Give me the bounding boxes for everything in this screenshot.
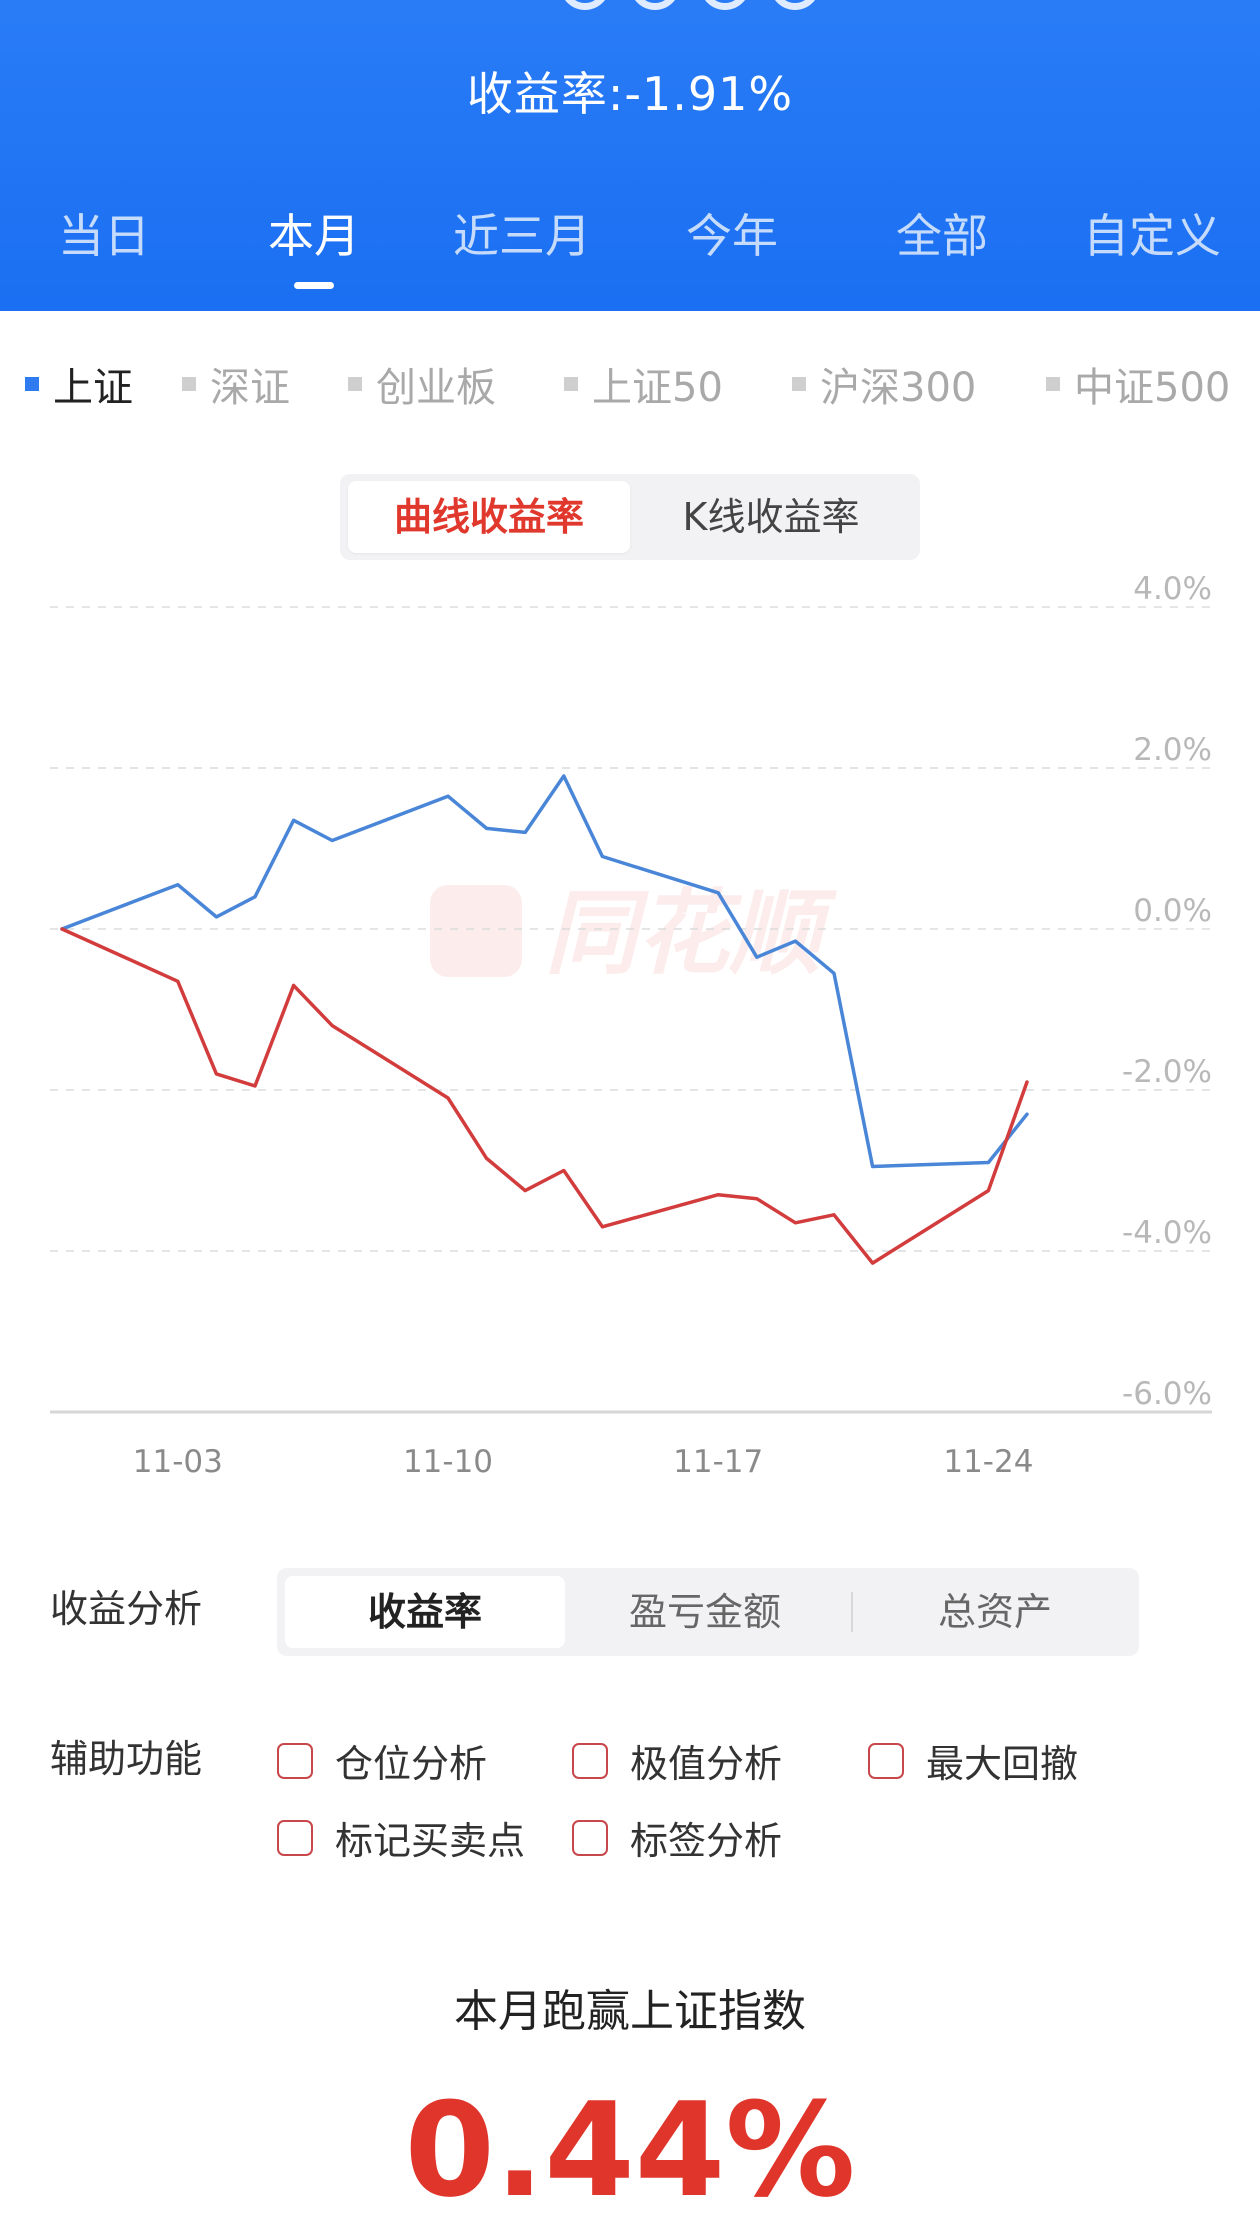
masked-amount-dots	[560, 0, 910, 10]
legend-item-label: 创业板	[376, 365, 496, 411]
analysis-option-pnl[interactable]: 盈亏金额	[628, 1590, 781, 1634]
legend-item-shenzhen[interactable]: 深证	[182, 355, 290, 413]
legend-item-label: 沪深300	[820, 365, 977, 411]
analysis-divider	[851, 1592, 853, 1632]
legend-item-shanghai[interactable]: 上证	[25, 355, 133, 413]
checkbox-extreme-analysis[interactable]: 极值分析	[572, 1733, 782, 1788]
legend-square-icon	[792, 377, 806, 391]
chart-type-toggle: 曲线收益率 K线收益率	[340, 474, 920, 560]
aux-label: 辅助功能	[50, 1737, 203, 1781]
kline-yield-option[interactable]: K线收益率	[682, 495, 860, 539]
legend-square-icon	[564, 377, 578, 391]
y-tick-label: -6.0%	[1122, 1376, 1212, 1412]
chart-series	[60, 774, 1029, 1265]
active-tab-indicator	[294, 282, 334, 289]
x-tick-label: 11-17	[673, 1444, 763, 1480]
checkbox-icon	[572, 1742, 608, 1779]
legend-item-label: 上证50	[592, 365, 723, 411]
analysis-option-yield[interactable]: 收益率	[285, 1576, 565, 1648]
chart-grid	[50, 606, 1212, 1414]
checkbox-position-analysis[interactable]: 仓位分析	[277, 1733, 487, 1788]
tab-all[interactable]: 全部	[896, 209, 988, 263]
legend-square-icon	[25, 377, 39, 391]
x-tick-label: 11-03	[133, 1444, 223, 1480]
legend-item-label: 上证	[53, 365, 133, 411]
period-tabs: 当日 本月 近三月 今年 全部 自定义	[0, 200, 1260, 310]
analysis-toggle: 收益率 盈亏金额 总资产	[277, 1568, 1139, 1656]
watermark-logo-icon	[430, 885, 522, 977]
checkbox-icon	[277, 1742, 313, 1779]
legend-item-chinext[interactable]: 创业板	[348, 355, 496, 413]
analysis-label: 收益分析	[50, 1587, 203, 1631]
x-axis-ticks: 11-03 11-10 11-17 11-24	[133, 1444, 1034, 1480]
series-line-red	[60, 927, 1029, 1265]
tab-three-months[interactable]: 近三月	[453, 209, 591, 263]
y-tick-label: 0.0%	[1133, 893, 1212, 929]
checkbox-max-drawdown[interactable]: 最大回撤	[868, 1733, 1078, 1788]
checkbox-label: 标记买卖点	[335, 1819, 526, 1863]
legend-square-icon	[1046, 377, 1060, 391]
checkbox-label: 仓位分析	[335, 1742, 488, 1786]
checkbox-label: 极值分析	[630, 1742, 783, 1786]
x-tick-label: 11-10	[403, 1444, 493, 1480]
tab-today[interactable]: 当日	[58, 209, 150, 263]
y-tick-label: -2.0%	[1122, 1054, 1212, 1090]
watermark-text: 同花顺	[545, 880, 838, 987]
y-tick-label: 2.0%	[1133, 732, 1212, 768]
checkbox-icon	[868, 1742, 904, 1779]
yield-line-chart: 同花顺 4.0%2.0%0.0%-2.0%-4.0%-6.0% 11-03 11-…	[50, 571, 1212, 1480]
legend-item-csi300[interactable]: 沪深300	[792, 355, 976, 413]
curve-yield-option[interactable]: 曲线收益率	[348, 481, 630, 553]
y-tick-label: -4.0%	[1122, 1215, 1212, 1251]
tab-this-month[interactable]: 本月	[268, 209, 360, 263]
header-bar: 收益率:-1.91% 当日 本月 近三月 今年 全部 自定义	[0, 0, 1260, 311]
legend-square-icon	[182, 377, 196, 391]
analysis-option-assets[interactable]: 总资产	[937, 1590, 1052, 1634]
index-legend: 上证 深证 创业板 上证50 沪深300 中证500	[0, 355, 1260, 415]
y-tick-label: 4.0%	[1133, 571, 1212, 607]
legend-item-csi500[interactable]: 中证500	[1046, 355, 1230, 413]
beat-index-title: 本月跑赢上证指数	[454, 1986, 806, 2037]
y-axis-ticks: 4.0% 2.0% 0.0% -2.0% -4.0% -6.0%	[1122, 571, 1212, 1412]
checkbox-icon	[572, 1819, 608, 1856]
checkbox-mark-trades[interactable]: 标记买卖点	[277, 1810, 525, 1865]
chart-watermark: 同花顺	[430, 880, 838, 987]
series-line-blue	[60, 774, 1029, 1169]
legend-item-label: 中证500	[1074, 365, 1231, 411]
checkbox-tag-analysis[interactable]: 标签分析	[572, 1810, 782, 1865]
tab-custom[interactable]: 自定义	[1083, 209, 1221, 263]
legend-square-icon	[348, 377, 362, 391]
beat-index-value: 0.44%	[404, 2074, 856, 2226]
legend-item-label: 深证	[210, 365, 290, 411]
checkbox-label: 标签分析	[630, 1819, 783, 1863]
yield-rate-text: 收益率:-1.91%	[466, 67, 794, 121]
checkbox-label: 最大回撤	[926, 1742, 1079, 1786]
legend-item-sse50[interactable]: 上证50	[564, 355, 723, 413]
tab-this-year[interactable]: 今年	[686, 209, 778, 263]
checkbox-icon	[277, 1819, 313, 1856]
x-tick-label: 11-24	[943, 1444, 1033, 1480]
